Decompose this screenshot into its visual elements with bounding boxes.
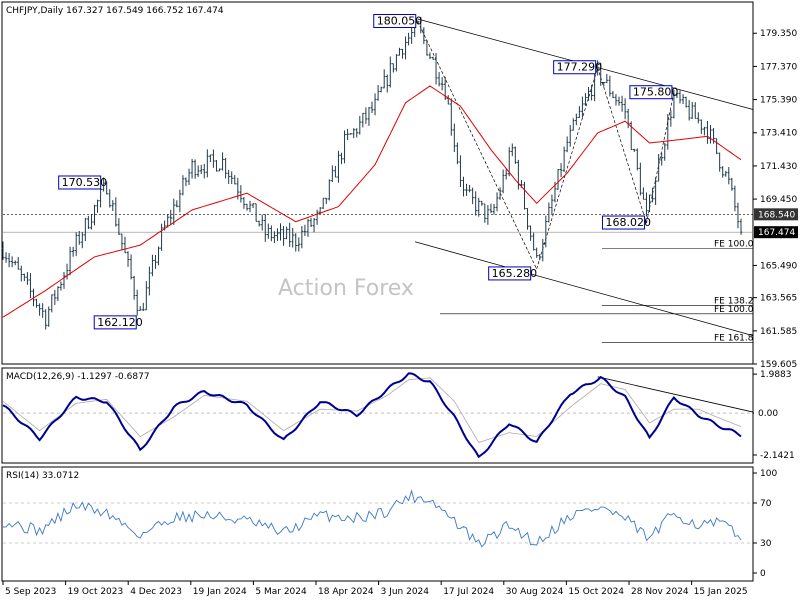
swing-label: 162.120 <box>97 316 143 329</box>
swing-label-box <box>601 215 645 230</box>
wave-line <box>417 21 537 270</box>
swing-label: 175.800 <box>633 86 679 99</box>
rsi-tick-label: 100 <box>760 469 777 479</box>
rsi-tick-label: 30 <box>760 539 772 549</box>
price-tick-label: 173.410 <box>760 129 797 139</box>
x-tick-label: 4 Dec 2023 <box>130 587 182 597</box>
price-tick-label: 161.585 <box>760 327 797 337</box>
x-tick-label: 19 Oct 2023 <box>68 587 124 597</box>
swing-label: 180.050 <box>377 15 423 28</box>
swing-label-box <box>488 266 532 281</box>
price-tick-label: 169.450 <box>760 195 797 205</box>
macd-current-tag-box <box>754 407 782 420</box>
fibo-level-label: FE 138.2 <box>714 296 754 306</box>
macd-signal-line <box>2 377 742 443</box>
macd-tick-label: -2.1421 <box>760 451 795 461</box>
x-axis: 5 Sep 2023 19 Oct 2023 4 Dec 2023 19 Jan 20… <box>2 581 748 597</box>
watermark: Action Forex <box>278 276 414 301</box>
price-tick-label: 175.390 <box>760 96 797 106</box>
swing-label-box <box>93 315 137 330</box>
lower-trendline <box>414 241 754 336</box>
rsi-panel-frame <box>1 466 754 582</box>
macd-line <box>2 372 742 459</box>
level-tag-label: 168.540 <box>758 210 795 220</box>
x-tick-label: 5 Sep 2023 <box>5 587 56 597</box>
rsi-tick-label: 0 <box>760 569 766 579</box>
fibo-level-label: FE 100.0 <box>714 239 754 249</box>
x-tick-label: 5 Mar 2024 <box>255 587 307 597</box>
x-tick-label: 28 Nov 2024 <box>631 587 689 597</box>
macd-title: MACD(12,26,9) -1.1297 -0.6877 <box>6 372 150 382</box>
rsi-panel: 100 70 30 0 <box>2 469 777 579</box>
swing-label: 170.530 <box>62 176 108 189</box>
price-tick-label: 165.490 <box>760 261 797 271</box>
swing-label-box <box>553 60 597 75</box>
x-tick-label: 18 Apr 2024 <box>318 587 374 597</box>
moving-average-line <box>2 85 742 318</box>
price-tick-label: 159.605 <box>760 360 797 370</box>
macd-trendline <box>597 376 754 413</box>
wave-line <box>597 67 647 224</box>
swing-label-box <box>629 85 673 100</box>
current-price-tag-label: 167.474 <box>758 228 795 238</box>
wave-line <box>646 92 675 224</box>
swing-label: 168.020 <box>605 216 651 229</box>
price-tick-label: 171.430 <box>760 162 797 172</box>
price-panel: 179.350 177.370 175.390 173.410 171.430 169.4… <box>1 14 798 370</box>
macd-current-tag-label: 0.00 <box>758 409 778 419</box>
swing-label: 165.280 <box>492 267 538 280</box>
current-price-tag-box <box>754 226 798 239</box>
rsi-title: RSI(14) 33.0712 <box>6 471 79 481</box>
x-tick-label: 15 Jan 2025 <box>694 587 748 597</box>
swing-label: 177.290 <box>557 61 603 74</box>
x-tick-label: 30 Aug 2024 <box>506 587 564 597</box>
rsi-line <box>2 489 742 548</box>
swing-label-box <box>58 175 102 190</box>
fibo-level-label: FE 100.0 <box>714 305 754 315</box>
rsi-tick-label: 70 <box>760 499 772 509</box>
price-panel-frame <box>1 1 754 365</box>
macd-tick-label: 1.9883 <box>760 370 792 380</box>
x-tick-label: 15 Oct 2024 <box>568 587 624 597</box>
price-tick-label: 177.370 <box>760 62 797 72</box>
symbol-header: CHFJPY,Daily 167.327 167.549 166.752 167… <box>6 6 224 16</box>
x-tick-label: 3 Jun 2024 <box>381 587 430 597</box>
wave-line <box>536 67 599 270</box>
fibo-level-label: FE 161.8 <box>714 333 754 343</box>
macd-panel-frame <box>1 367 754 464</box>
x-tick-label: 19 Jan 2024 <box>193 587 247 597</box>
x-tick-label: 17 Jul 2024 <box>443 587 494 597</box>
price-tick-label: 179.350 <box>760 29 797 39</box>
price-tick-label: 163.565 <box>760 294 797 304</box>
level-tag-box <box>754 208 798 221</box>
swing-label-box <box>373 14 417 29</box>
